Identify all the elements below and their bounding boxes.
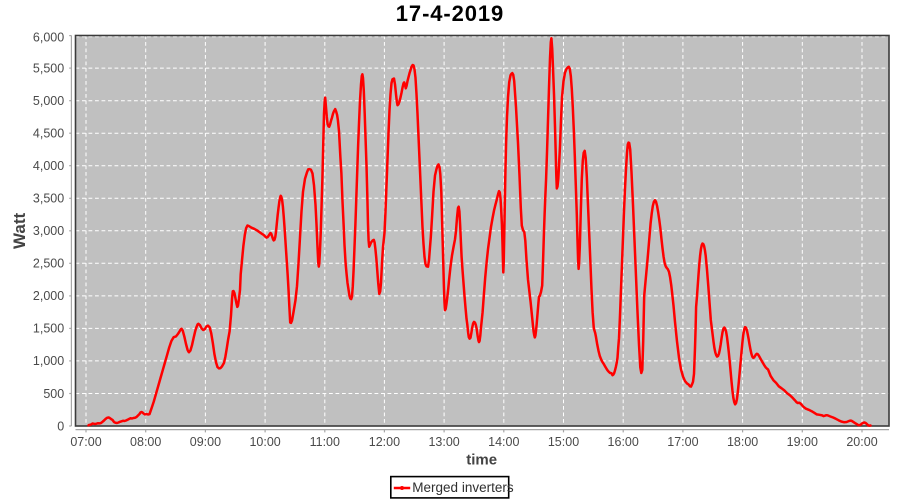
svg-text:4,000: 4,000: [33, 159, 64, 173]
svg-text:10:00: 10:00: [249, 435, 280, 449]
svg-text:16:00: 16:00: [608, 435, 639, 449]
svg-text:6,000: 6,000: [33, 30, 64, 44]
svg-text:08:00: 08:00: [130, 435, 161, 449]
svg-text:4,500: 4,500: [33, 127, 64, 141]
svg-text:20:00: 20:00: [846, 435, 877, 449]
svg-text:09:00: 09:00: [190, 435, 221, 449]
svg-text:2,500: 2,500: [33, 257, 64, 271]
svg-text:5,500: 5,500: [33, 61, 64, 75]
svg-text:14:00: 14:00: [488, 435, 519, 449]
svg-text:18:00: 18:00: [727, 435, 758, 449]
svg-text:17:00: 17:00: [667, 435, 698, 449]
svg-text:Merged inverters: Merged inverters: [412, 480, 514, 495]
svg-text:19:00: 19:00: [787, 435, 818, 449]
svg-text:Watt: Watt: [10, 212, 29, 249]
svg-text:0: 0: [57, 419, 64, 433]
svg-text:3,500: 3,500: [33, 192, 64, 206]
svg-text:13:00: 13:00: [428, 435, 459, 449]
svg-text:11:00: 11:00: [310, 435, 340, 449]
svg-text:2,000: 2,000: [33, 289, 64, 303]
svg-text:time: time: [466, 452, 497, 469]
svg-text:1,500: 1,500: [33, 322, 64, 336]
svg-text:07:00: 07:00: [70, 435, 101, 449]
svg-text:3,000: 3,000: [33, 224, 64, 238]
svg-text:15:00: 15:00: [548, 435, 579, 449]
svg-text:17-4-2019: 17-4-2019: [396, 1, 504, 26]
svg-text:1,000: 1,000: [33, 354, 64, 368]
svg-text:500: 500: [43, 387, 64, 401]
svg-text:5,000: 5,000: [33, 94, 64, 108]
svg-text:12:00: 12:00: [369, 435, 400, 449]
